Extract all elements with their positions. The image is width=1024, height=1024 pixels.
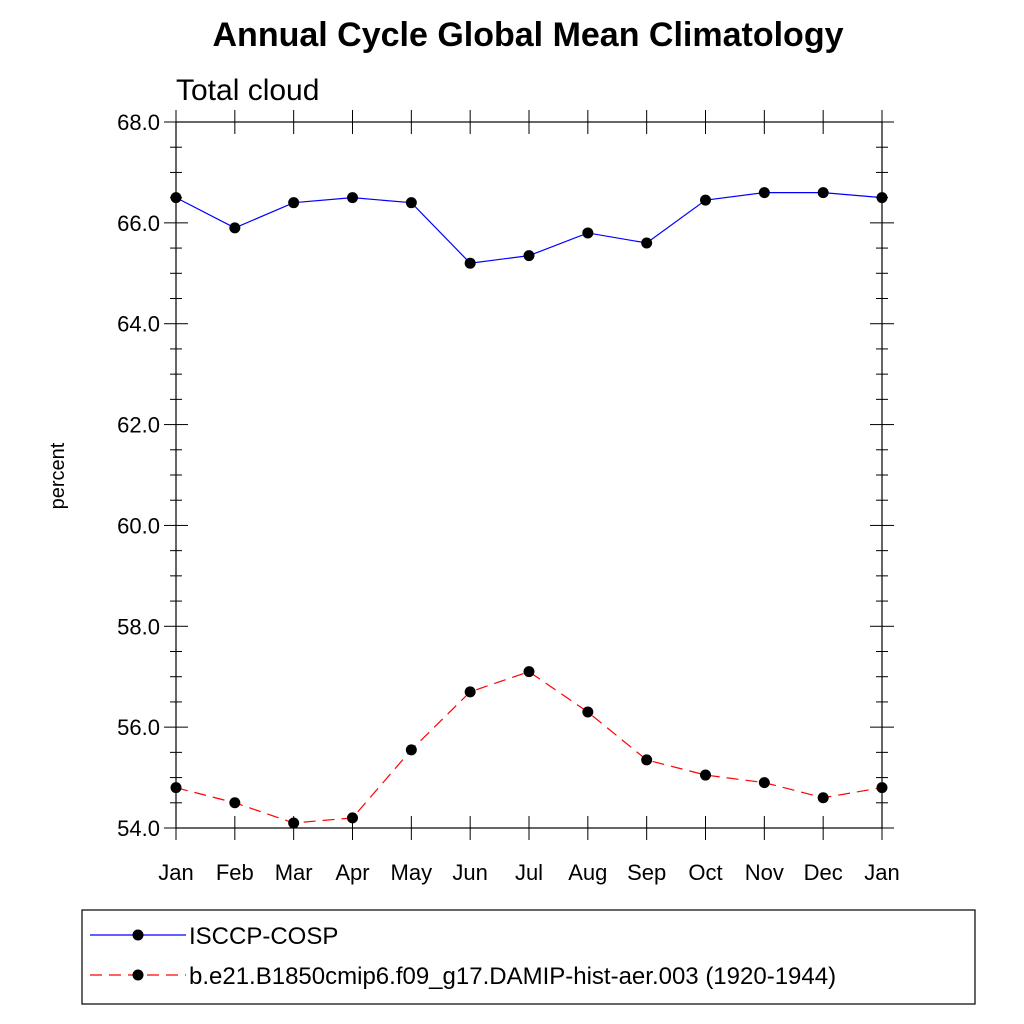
- y-axis-label: percent: [47, 442, 69, 509]
- x-tick-label: Mar: [275, 860, 313, 885]
- legend-box: [81, 909, 976, 1005]
- y-tick-label: 58.0: [117, 614, 160, 639]
- chart-title: Annual Cycle Global Mean Climatology: [213, 16, 844, 54]
- data-point: [758, 777, 770, 789]
- series-line-1: [175, 671, 883, 824]
- data-point: [641, 754, 653, 766]
- data-point: [405, 744, 417, 756]
- x-tick-label: Aug: [568, 860, 607, 885]
- chart-subtitle: Total cloud: [176, 74, 319, 107]
- x-tick-label: Apr: [335, 860, 369, 885]
- data-point: [758, 187, 770, 199]
- y-tick-label: 68.0: [117, 110, 160, 135]
- x-tick-label: Jul: [515, 860, 543, 885]
- plot-frame: [175, 121, 883, 829]
- data-point: [523, 666, 535, 678]
- data-point: [229, 222, 241, 234]
- data-point: [523, 250, 535, 262]
- data-point: [817, 187, 829, 199]
- data-point: [288, 817, 300, 829]
- data-point: [641, 237, 653, 249]
- y-tick-label: 56.0: [117, 715, 160, 740]
- data-point: [582, 227, 594, 239]
- x-tick-label: May: [391, 860, 433, 885]
- x-tick-label: Nov: [745, 860, 784, 885]
- data-point: [288, 197, 300, 209]
- data-point: [876, 782, 888, 794]
- data-point: [170, 782, 182, 794]
- legend: ISCCP-COSP b.e21.B1850cmip6.f09_g17.DAMIP…: [90, 923, 836, 990]
- y-tick-label: 64.0: [117, 312, 160, 337]
- data-point: [347, 192, 358, 204]
- data-point: [347, 812, 358, 824]
- data-point: [700, 194, 711, 206]
- x-tick-label: Jan: [864, 860, 899, 885]
- x-tick-label: Sep: [627, 860, 666, 885]
- data-point: [464, 257, 476, 269]
- legend-marker-1: [132, 969, 144, 981]
- data-point: [405, 197, 417, 209]
- data-point: [170, 192, 182, 204]
- x-tick-label: Oct: [688, 860, 722, 885]
- data-point: [229, 797, 241, 809]
- y-tick-label: 54.0: [117, 816, 160, 841]
- legend-label-0: ISCCP-COSP: [189, 923, 338, 950]
- y-tick-label: 60.0: [117, 513, 160, 538]
- x-tick-label: Feb: [216, 860, 254, 885]
- data-point: [876, 192, 888, 204]
- x-tick-label: Dec: [804, 860, 843, 885]
- data-point: [464, 686, 476, 698]
- ticks-layer: 54.0 56.0 58.0 60.0 62.0 64.0 66.0 68.0 Jan Feb Ma…: [117, 110, 900, 885]
- legend-marker-0: [132, 929, 144, 941]
- data-point: [582, 706, 594, 718]
- x-tick-label: Jun: [452, 860, 487, 885]
- y-tick-label: 66.0: [117, 211, 160, 236]
- y-tick-label: 62.0: [117, 413, 160, 438]
- data-point: [817, 792, 829, 804]
- series-layer: [170, 187, 888, 829]
- data-point: [700, 769, 711, 781]
- legend-label-1: b.e21.B1850cmip6.f09_g17.DAMIP-hist-aer.…: [189, 963, 836, 990]
- x-tick-label: Jan: [158, 860, 193, 885]
